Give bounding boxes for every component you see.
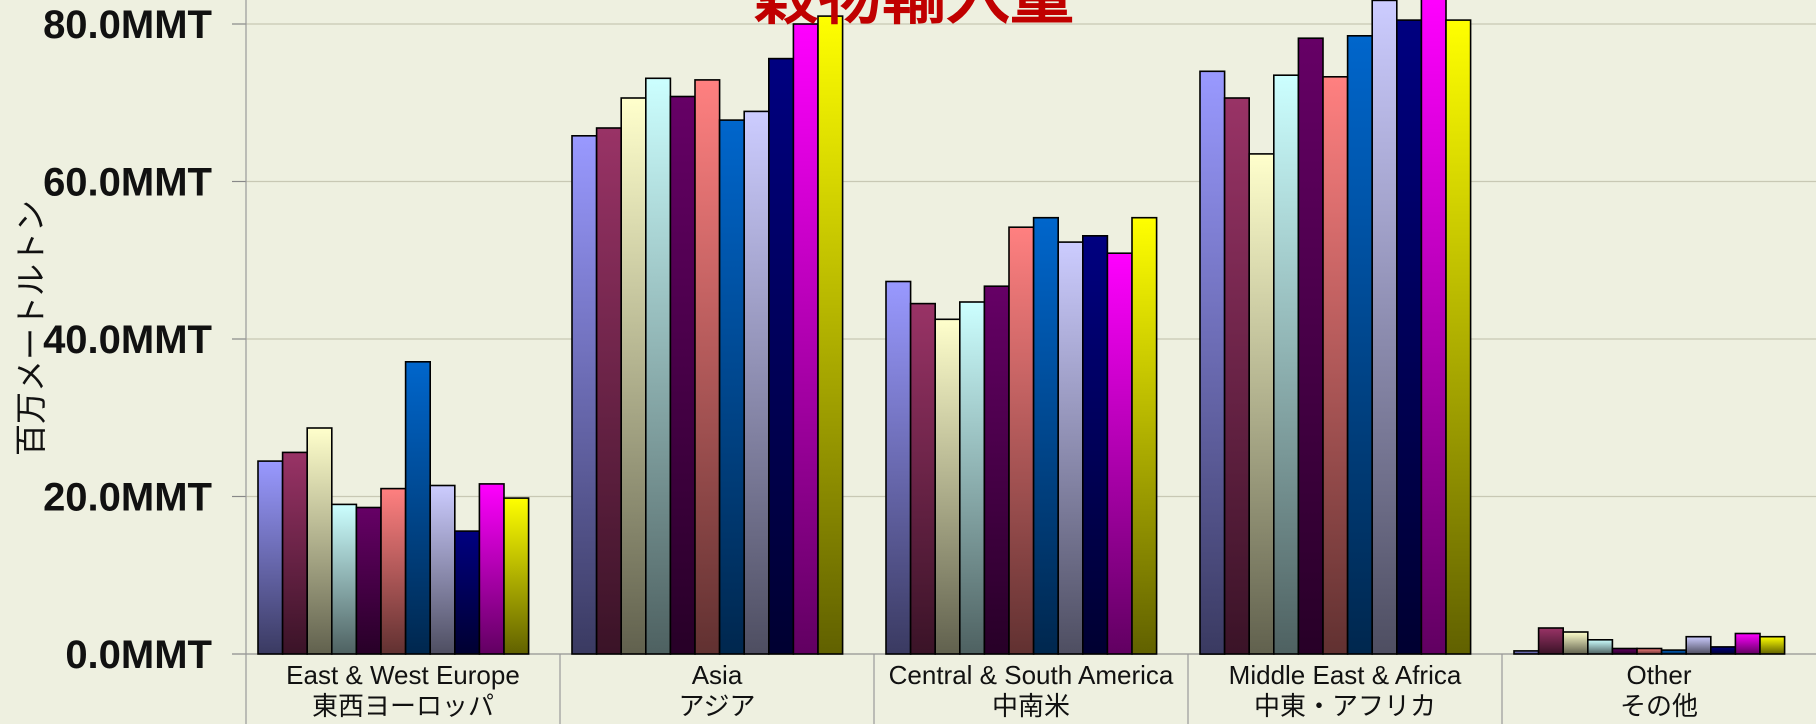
bar <box>718 119 745 655</box>
x-category-label-en: Middle East & Africa <box>1229 660 1462 690</box>
bar <box>983 285 1010 655</box>
bar <box>1371 0 1398 655</box>
bar <box>767 57 795 655</box>
bar <box>330 503 358 655</box>
bar <box>404 360 432 655</box>
labels: 0.0MMT 20.0MMT 40.0MMT 60.0MMT 80.0MMT East &… <box>43 3 1698 721</box>
bar <box>1297 37 1324 655</box>
bar <box>571 135 598 655</box>
bar <box>380 487 407 655</box>
bar <box>1734 632 1761 655</box>
x-category-label-en: Asia <box>692 660 743 690</box>
y-tick-label: 20.0MMT <box>43 476 212 520</box>
bar <box>817 15 844 655</box>
x-category-label-ja: 東西ヨーロッパ <box>312 691 494 721</box>
y-tick-label: 80.0MMT <box>43 3 212 47</box>
bar <box>1008 226 1035 655</box>
bar <box>958 301 986 655</box>
bar <box>1445 19 1472 655</box>
x-category-label-en: East & West Europe <box>286 660 520 690</box>
bar <box>694 79 721 655</box>
x-category-label-en: Other <box>1626 660 1691 690</box>
bar <box>1322 76 1349 655</box>
y-axis-label: 百万メートルトン <box>12 200 50 456</box>
bar <box>909 302 936 655</box>
bar <box>1636 647 1663 655</box>
bar <box>1513 650 1540 655</box>
bar <box>1106 252 1133 655</box>
bar <box>1611 647 1638 655</box>
bar <box>429 484 456 655</box>
bar <box>1396 19 1423 655</box>
bars <box>257 0 1786 655</box>
bar <box>1710 646 1737 655</box>
bar <box>503 497 530 655</box>
x-category-label-ja: 中東・アフリカ <box>1254 691 1436 721</box>
bar <box>1562 631 1589 655</box>
bar <box>1057 241 1084 655</box>
bar <box>281 451 309 655</box>
x-category-label-ja: アジア <box>679 691 756 721</box>
bar <box>669 95 696 655</box>
x-category-label-ja: 中南米 <box>992 691 1070 721</box>
bar <box>620 97 647 655</box>
x-category-label-ja: その他 <box>1620 691 1698 721</box>
bar <box>1660 649 1687 655</box>
bar <box>743 110 770 655</box>
bar <box>595 127 622 655</box>
bar <box>1420 0 1447 655</box>
bar <box>1273 74 1300 655</box>
bar <box>478 483 505 655</box>
bar <box>453 530 481 655</box>
y-tick-label: 0.0MMT <box>65 633 212 677</box>
bar <box>1032 216 1059 655</box>
y-tick-label: 60.0MMT <box>43 161 212 205</box>
bar <box>1685 635 1712 655</box>
bar <box>1759 635 1786 655</box>
bar <box>1248 153 1275 655</box>
y-tick-label: 40.0MMT <box>43 318 212 362</box>
bar <box>257 460 284 655</box>
bar <box>1223 97 1250 655</box>
x-category-label-en: Central & South America <box>889 660 1174 690</box>
bar <box>1199 70 1226 655</box>
bar <box>306 427 333 655</box>
bar <box>644 77 672 655</box>
bar <box>792 23 819 655</box>
chart-title: 穀物輸入量 <box>754 0 1074 34</box>
bar <box>1131 216 1158 655</box>
bar <box>934 318 961 655</box>
bar <box>1537 627 1564 655</box>
bar <box>1346 34 1373 655</box>
bar <box>355 506 382 655</box>
bar <box>1082 235 1109 655</box>
bar <box>885 280 912 655</box>
bar <box>1587 638 1614 655</box>
